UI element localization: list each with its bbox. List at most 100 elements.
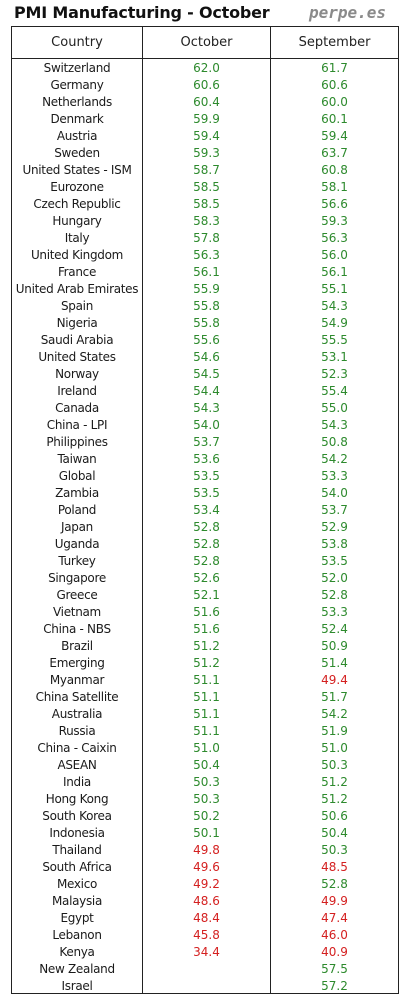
table-row: Hong Kong 50.3 51.2 [12, 791, 398, 808]
october-value-cell: 53.7 [193, 435, 220, 449]
september-value-cell: 61.7 [321, 61, 348, 75]
country-cell: Vietnam [53, 605, 101, 619]
country-cell: Poland [57, 503, 97, 517]
october-value-cell: 51.1 [193, 707, 220, 721]
country-cell: Global [58, 469, 96, 483]
october-value-cell: 51.1 [193, 690, 220, 704]
september-value-cell: 49.4 [321, 673, 348, 687]
october-value-cell: 51.1 [193, 673, 220, 687]
country-cell: Nigeria [56, 316, 98, 330]
october-value-cell: 50.1 [193, 826, 220, 840]
september-value-cell: 59.3 [321, 214, 348, 228]
country-cell: Brazil [61, 639, 93, 653]
october-value-cell: 55.8 [193, 299, 220, 313]
country-cell: Eurozone [50, 180, 104, 194]
country-cell: ASEAN [57, 758, 97, 772]
september-value-cell: 50.3 [321, 758, 348, 772]
country-cell: Philippines [46, 435, 108, 449]
country-cell: France [57, 265, 97, 279]
table-row: Emerging 51.2 51.4 [12, 655, 398, 672]
october-value-cell: 51.6 [193, 605, 220, 619]
september-value-cell: 60.0 [321, 95, 348, 109]
table-row: United Kingdom 56.3 56.0 [12, 247, 398, 264]
october-value-cell: 51.6 [193, 622, 220, 636]
october-value-cell: 53.5 [193, 469, 220, 483]
page-title: PMI Manufacturing - October [14, 3, 270, 22]
october-value-cell: 52.6 [193, 571, 220, 585]
september-value-cell: 55.0 [321, 401, 348, 415]
october-value-cell: 49.6 [193, 860, 220, 874]
table-row: China - Caixin 51.0 51.0 [12, 740, 398, 757]
table-row: Myanmar 51.1 49.4 [12, 672, 398, 689]
country-cell: China - NBS [43, 622, 111, 636]
september-value-cell: 54.2 [321, 707, 348, 721]
country-cell: Hungary [52, 214, 102, 228]
brand-watermark: perpe.es [308, 3, 386, 22]
october-value-cell: 51.2 [193, 656, 220, 670]
country-cell: China - LPI [46, 418, 108, 432]
country-cell: Zambia [55, 486, 99, 500]
table-row: Uganda 52.8 53.8 [12, 536, 398, 553]
october-value-cell: 58.5 [193, 180, 220, 194]
table-row: Indonesia 50.1 50.4 [12, 825, 398, 842]
september-value-cell: 52.4 [321, 622, 348, 636]
country-cell: Canada [55, 401, 99, 415]
country-cell: Kenya [59, 945, 95, 959]
september-value-cell: 55.4 [321, 384, 348, 398]
country-cell: Myanmar [49, 673, 105, 687]
september-value-cell: 40.9 [321, 945, 348, 959]
table-row: Zambia 53.5 54.0 [12, 485, 398, 502]
country-cell: Norway [55, 367, 99, 381]
september-value-cell: 57.2 [321, 979, 348, 993]
september-value-cell: 52.9 [321, 520, 348, 534]
september-value-cell: 52.0 [321, 571, 348, 585]
september-value-cell: 50.3 [321, 843, 348, 857]
table-row: Turkey 52.8 53.5 [12, 553, 398, 570]
october-value-cell: 52.8 [193, 537, 220, 551]
table-row: Hungary 58.3 59.3 [12, 213, 398, 230]
country-cell: Singapore [48, 571, 106, 585]
september-value-cell: 60.1 [321, 112, 348, 126]
table-row: Philippines 53.7 50.8 [12, 434, 398, 451]
september-value-cell: 54.0 [321, 486, 348, 500]
september-value-cell: 56.6 [321, 197, 348, 211]
table-row: Canada 54.3 55.0 [12, 400, 398, 417]
table-header: Country October September [12, 27, 398, 59]
october-value-cell: 48.6 [193, 894, 220, 908]
country-cell: New Zealand [39, 962, 115, 976]
september-value-cell: 54.2 [321, 452, 348, 466]
table-row: Norway 54.5 52.3 [12, 366, 398, 383]
september-value-cell: 54.3 [321, 299, 348, 313]
october-value-cell: 58.3 [193, 214, 220, 228]
september-value-cell: 49.9 [321, 894, 348, 908]
september-value-cell: 56.0 [321, 248, 348, 262]
september-value-cell: 47.4 [321, 911, 348, 925]
table-row: China Satellite 51.1 51.7 [12, 689, 398, 706]
october-value-cell: 56.3 [193, 248, 220, 262]
september-value-cell: 60.8 [321, 163, 348, 177]
country-cell: South Africa [42, 860, 112, 874]
september-value-cell: 51.4 [321, 656, 348, 670]
october-value-cell: 34.4 [193, 945, 220, 959]
september-value-cell: 52.8 [321, 877, 348, 891]
table-row: Germany 60.6 60.6 [12, 77, 398, 94]
september-value-cell: 53.3 [321, 605, 348, 619]
header-october: October [180, 35, 233, 50]
october-value-cell: 55.8 [193, 316, 220, 330]
table-row: China - LPI 54.0 54.3 [12, 417, 398, 434]
october-value-cell: 53.4 [193, 503, 220, 517]
september-value-cell: 59.4 [321, 129, 348, 143]
october-value-cell: 48.4 [193, 911, 220, 925]
october-value-cell: 54.3 [193, 401, 220, 415]
country-cell: India [63, 775, 91, 789]
header-country: Country [51, 35, 103, 50]
column-divider [270, 27, 271, 993]
column-divider [142, 27, 143, 993]
country-cell: Spain [60, 299, 94, 313]
october-value-cell: 59.9 [193, 112, 220, 126]
september-value-cell: 50.9 [321, 639, 348, 653]
table-row: Switzerland 62.0 61.7 [12, 60, 398, 77]
country-cell: Israel [61, 979, 93, 993]
country-cell: Denmark [50, 112, 104, 126]
country-cell: Mexico [56, 877, 98, 891]
